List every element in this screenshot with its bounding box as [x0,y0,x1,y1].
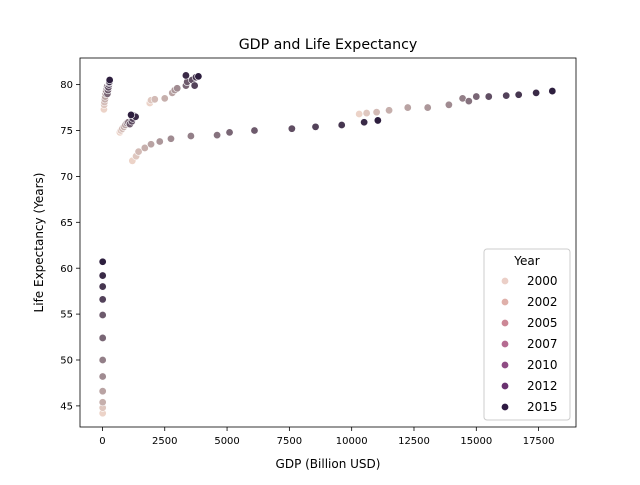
data-point [98,372,107,381]
data-point [98,282,107,291]
x-tick-label: 10000 [336,436,368,447]
x-tick-label: 7500 [277,436,302,447]
legend-title: Year [513,254,539,268]
data-point [155,137,164,146]
legend-label: 2015 [527,400,558,414]
y-axis-ticks: 45 50 55 60 65 70 75 80 [60,80,80,412]
y-tick-label: 65 [60,218,73,229]
data-point [147,140,156,149]
legend-marker [500,381,509,390]
x-tick-label: 5000 [214,436,239,447]
x-tick-label: 12500 [398,436,430,447]
data-point [181,71,190,80]
data-point [150,95,159,104]
data-point [502,91,511,100]
data-point [166,134,175,143]
y-tick-label: 55 [60,310,73,321]
data-point [98,333,107,342]
y-tick-label: 45 [60,401,73,412]
data-point [190,81,199,90]
data-point [484,92,493,101]
legend-label: 2002 [527,295,558,309]
data-point [362,109,371,118]
legend-label: 2000 [527,274,558,288]
data-point [385,106,394,115]
legend-marker [500,276,509,285]
data-point [98,257,107,266]
data-point [337,121,346,130]
legend-box [483,248,571,421]
data-point [160,94,169,103]
legend-marker [500,297,509,306]
data-point [287,124,296,133]
data-point [355,109,364,118]
data-point [140,143,149,152]
legend-label: 2007 [527,337,558,351]
x-tick-label: 0 [99,436,105,447]
data-point [225,128,234,137]
data-point [472,92,481,101]
data-point [98,387,107,396]
y-tick-label: 80 [60,80,73,91]
data-point [194,72,203,81]
chart-title: GDP and Life Expectancy [239,37,418,53]
legend-label: 2005 [527,316,558,330]
legend-marker [500,339,509,348]
data-point [98,355,107,364]
x-tick-label: 2500 [152,436,177,447]
data-point [134,147,143,156]
data-point [173,84,182,93]
legend-marker [500,318,509,327]
points-layer [98,71,557,418]
data-point [373,116,382,125]
data-point [98,271,107,280]
x-tick-label: 17500 [523,436,555,447]
data-point [423,103,432,112]
data-point [98,311,107,320]
data-point [250,126,259,135]
data-point [311,122,320,131]
data-point [105,76,114,85]
data-point [213,131,222,140]
legend: Year 2000 2002 2005 2007 2010 2012 2015 [483,248,571,421]
data-point [360,118,369,127]
data-point [403,103,412,112]
y-tick-label: 50 [60,356,73,367]
x-axis-ticks: 0 2500 5000 7500 10000 12500 15000 17500 [99,427,555,447]
y-tick-label: 70 [60,172,73,183]
data-point [548,87,557,96]
y-tick-label: 75 [60,126,73,137]
data-point [186,132,195,141]
data-point [532,88,541,97]
data-point [127,110,136,119]
legend-entries: 2000 2002 2005 2007 2010 2012 2015 [500,274,558,414]
y-tick-label: 60 [60,264,73,275]
data-point [444,100,453,109]
legend-label: 2010 [527,358,558,372]
y-axis-label: Life Expectancy (Years) [32,173,46,313]
data-point [98,398,107,407]
axes-layer [79,57,577,428]
legend-marker [500,360,509,369]
x-axis-label: GDP (Billion USD) [276,457,381,471]
x-tick-label: 15000 [460,436,492,447]
data-point [372,108,381,117]
legend-marker [500,402,509,411]
data-point [98,295,107,304]
plot-frame [79,57,577,428]
legend-label: 2012 [527,379,558,393]
data-point [514,90,523,99]
data-point [464,97,473,106]
